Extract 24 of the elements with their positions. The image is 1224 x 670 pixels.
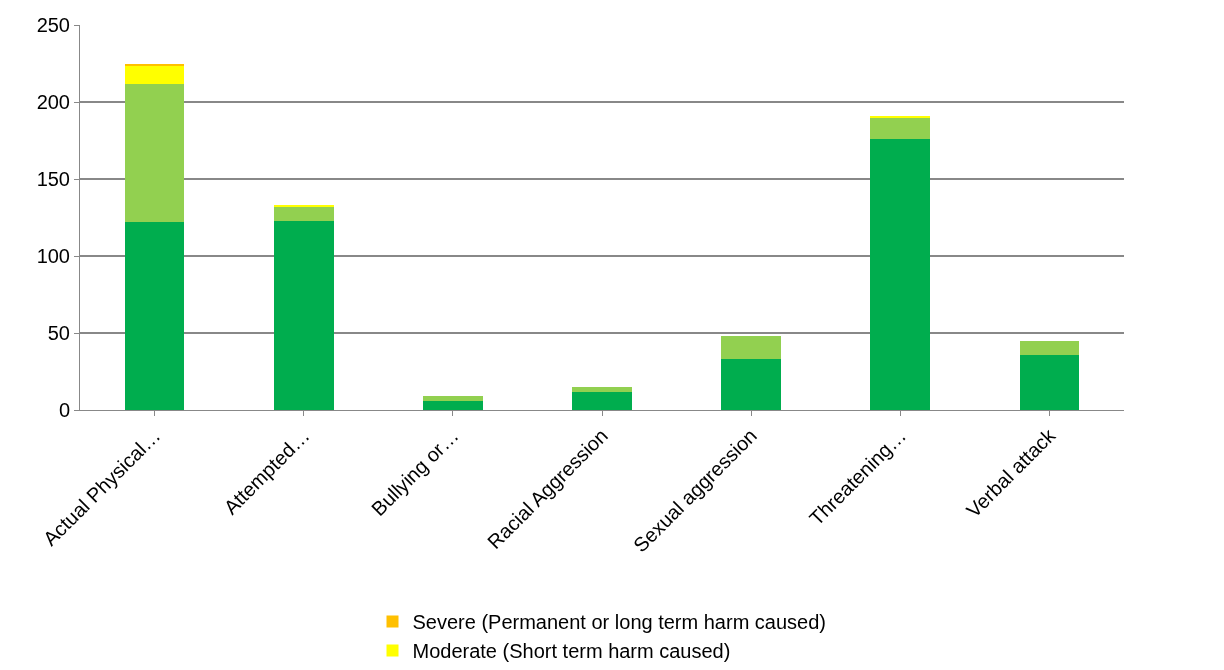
bar: [423, 400, 483, 410]
y-tick-label: 0: [58, 399, 70, 421]
bar: [124, 222, 185, 410]
bar: [870, 115, 931, 118]
bar: [423, 396, 483, 401]
legend-label: Moderate (Short term harm caused): [412, 640, 731, 663]
bar: [273, 220, 334, 410]
bar: [572, 386, 632, 392]
bar: [1019, 354, 1080, 410]
bar: [721, 359, 781, 410]
bar: [721, 336, 781, 360]
y-tick-label: 150: [36, 168, 70, 190]
bar: [124, 83, 185, 223]
y-tick-label: 100: [36, 245, 70, 267]
legend-label: Severe (Permanent or long term harm caused): [412, 611, 827, 634]
bar: [572, 391, 632, 410]
y-tick-label: 200: [36, 91, 70, 113]
bar: [870, 138, 931, 410]
bar: [870, 117, 931, 139]
bar: [124, 65, 185, 84]
y-tick-label: 250: [36, 14, 70, 36]
bar: [273, 206, 334, 221]
bar: [1019, 340, 1080, 355]
y-tick-label: 50: [47, 322, 70, 344]
